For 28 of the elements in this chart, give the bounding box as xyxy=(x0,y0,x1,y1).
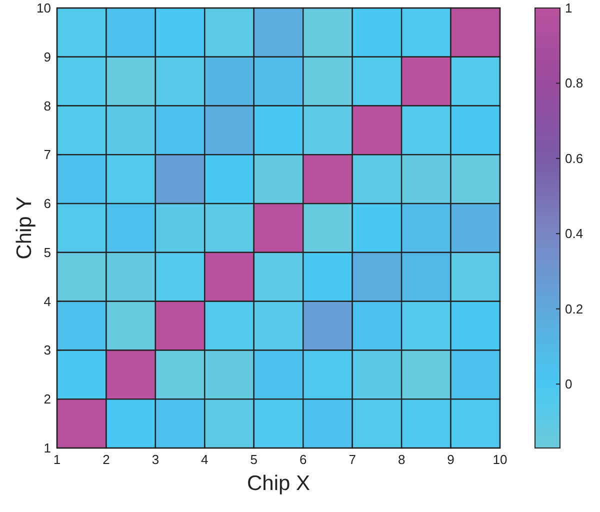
y-tick-label: 7 xyxy=(44,147,51,162)
x-tick-label: 6 xyxy=(299,452,307,467)
x-tick-label: 9 xyxy=(447,452,454,467)
color-bar-label: 0 xyxy=(565,376,572,392)
color-bar-label: 0.6 xyxy=(565,150,584,166)
x-tick-label: 1 xyxy=(53,452,61,467)
x-tick-label: 10 xyxy=(492,452,508,467)
y-tick-label: 6 xyxy=(44,196,51,212)
y-tick-label: 9 xyxy=(44,49,51,64)
y-tick-label: 4 xyxy=(44,294,51,309)
y-tick-label: 5 xyxy=(44,244,51,260)
x-tick-label: 4 xyxy=(201,452,208,467)
color-bar-label: 0.4 xyxy=(565,226,584,242)
x-tick-label: 2 xyxy=(102,452,110,467)
color-bar-label: 0.2 xyxy=(565,301,584,316)
x-tick-label: 7 xyxy=(348,452,356,467)
x-tick-label: 5 xyxy=(250,452,258,467)
y-tick-label: 10 xyxy=(36,0,51,16)
y-tick-label: 8 xyxy=(44,98,51,114)
color-bar-label: 0.8 xyxy=(565,76,584,91)
x-tick-label: 8 xyxy=(398,452,406,467)
x-axis-title: Chip X xyxy=(246,472,310,495)
y-tick-label: 2 xyxy=(44,392,51,407)
y-tick-label: 1 xyxy=(44,440,51,456)
color-bar-label: 1 xyxy=(565,0,572,16)
x-tick-label: 3 xyxy=(152,452,160,467)
y-tick-label: 3 xyxy=(44,342,51,358)
y-axis-title: Chip Y xyxy=(13,196,36,260)
